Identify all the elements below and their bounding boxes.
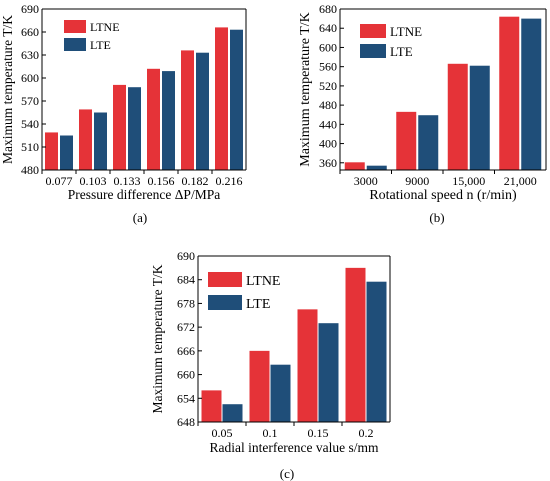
legend-label-lte: LTE xyxy=(390,44,413,59)
bar-ltne xyxy=(113,84,126,170)
bar-lte xyxy=(230,29,243,171)
bar-lte xyxy=(196,52,209,171)
bar-lte xyxy=(418,115,439,170)
bar-ltne xyxy=(344,162,365,170)
x-tick-label: 0.103 xyxy=(80,174,107,188)
x-tick-label: 0.133 xyxy=(114,174,141,188)
y-tick-label: 600 xyxy=(319,40,337,54)
bar-lte xyxy=(521,18,542,171)
x-axis-label: Rotational speed n (r/min) xyxy=(369,188,517,203)
y-tick-label: 672 xyxy=(177,320,195,334)
x-tick-label: 0.15 xyxy=(308,426,329,440)
bar-ltne xyxy=(345,267,366,422)
y-axis-label: Maximum temperature T/K xyxy=(150,264,165,413)
legend-swatch-lte xyxy=(208,295,242,310)
legend-swatch-ltne xyxy=(64,20,86,33)
x-tick-label: 15,000 xyxy=(452,174,485,188)
y-tick-label: 690 xyxy=(21,2,39,16)
legend-label-lte: LTE xyxy=(246,297,270,312)
y-tick-label: 480 xyxy=(319,98,337,112)
y-tick-label: 520 xyxy=(319,79,337,93)
legend-swatch-ltne xyxy=(360,24,386,38)
legend: LTNE LTE xyxy=(360,24,422,59)
y-tick-label: 440 xyxy=(319,117,337,131)
legend-label-ltne: LTNE xyxy=(90,20,120,34)
panel-caption: (c) xyxy=(280,466,294,481)
y-tick-label: 570 xyxy=(21,94,39,108)
bar-lte xyxy=(366,165,387,170)
y-tick-label: 666 xyxy=(177,344,195,358)
y-tick-label: 680 xyxy=(319,2,337,16)
bar-lte xyxy=(60,135,73,170)
x-tick-label: 3000 xyxy=(354,174,378,188)
bar-lte xyxy=(318,323,339,422)
y-tick-label: 360 xyxy=(319,156,337,170)
y-tick-label: 480 xyxy=(21,163,39,177)
bar-lte xyxy=(469,65,490,170)
legend-label-ltne: LTNE xyxy=(246,274,280,289)
bar-ltne xyxy=(147,68,160,170)
y-axis-label: Maximum temperature T/K xyxy=(0,15,15,164)
y-tick-label: 630 xyxy=(21,48,39,62)
panel-caption: (b) xyxy=(429,210,444,225)
bar-ltne xyxy=(181,50,194,170)
bar-ltne xyxy=(215,27,228,171)
x-tick-label: 21,000 xyxy=(504,174,537,188)
bar-lte xyxy=(366,281,387,422)
y-tick-label: 684 xyxy=(177,273,195,287)
y-tick-label: 640 xyxy=(319,21,337,35)
chart-panel-c: 648 654 660 666 672 678 684 690 0.05 0.1 0.15 0.2Ra… xyxy=(150,249,391,481)
y-tick-label: 510 xyxy=(21,140,39,154)
bar-lte xyxy=(94,112,107,170)
y-tick-label: 648 xyxy=(177,415,195,429)
bar-ltne xyxy=(79,109,92,170)
legend: LTNE LTE xyxy=(208,272,280,312)
y-tick-label: 690 xyxy=(177,249,195,263)
chart-panel-a: 480 510 540 570 600 630 660 690 0.077 0.103 0.133 0… xyxy=(0,2,247,225)
y-tick-label: 560 xyxy=(319,60,337,74)
chart-panel-b: 360 400 440 480 520 560 600 640 680 3000 9000 15,00… xyxy=(298,2,547,225)
bar-ltne xyxy=(447,63,468,171)
bar-lte xyxy=(222,404,243,422)
legend-label-lte: LTE xyxy=(90,38,111,52)
x-tick-label: 0.05 xyxy=(212,426,233,440)
bar-ltne xyxy=(396,111,417,170)
bar-ltne xyxy=(297,309,318,422)
y-tick-label: 660 xyxy=(177,368,195,382)
bar-lte xyxy=(162,71,175,170)
legend-swatch-lte xyxy=(360,44,386,58)
y-tick-label: 400 xyxy=(319,137,337,151)
bar-ltne xyxy=(201,390,222,422)
bar-lte xyxy=(128,87,141,170)
x-tick-label: 0.077 xyxy=(46,174,73,188)
y-tick-label: 660 xyxy=(21,25,39,39)
x-tick-label: 0.216 xyxy=(216,174,243,188)
bar-ltne xyxy=(499,16,520,171)
y-tick-label: 654 xyxy=(177,391,195,405)
x-tick-label: 0.2 xyxy=(359,426,374,440)
y-tick-label: 540 xyxy=(21,117,39,131)
y-tick-label: 678 xyxy=(177,296,195,310)
y-axis-label: Maximum temperature T/K xyxy=(298,12,313,166)
panel-caption: (a) xyxy=(133,210,147,225)
x-tick-label: 0.182 xyxy=(182,174,209,188)
legend-label-ltne: LTNE xyxy=(390,24,422,39)
legend: LTNE LTE xyxy=(64,20,120,52)
x-tick-label: 0.1 xyxy=(263,426,278,440)
bar-ltne xyxy=(45,132,58,170)
bar-lte xyxy=(270,364,291,422)
bar-ltne xyxy=(249,350,270,422)
x-axis-label: Radial interference value s/mm xyxy=(209,440,379,455)
x-tick-label: 0.156 xyxy=(148,174,175,188)
legend-swatch-ltne xyxy=(208,272,242,287)
x-axis-label: Pressure difference ΔP/MPa xyxy=(68,187,220,202)
x-tick-label: 9000 xyxy=(405,174,429,188)
y-tick-label: 600 xyxy=(21,71,39,85)
legend-swatch-lte xyxy=(64,38,86,51)
